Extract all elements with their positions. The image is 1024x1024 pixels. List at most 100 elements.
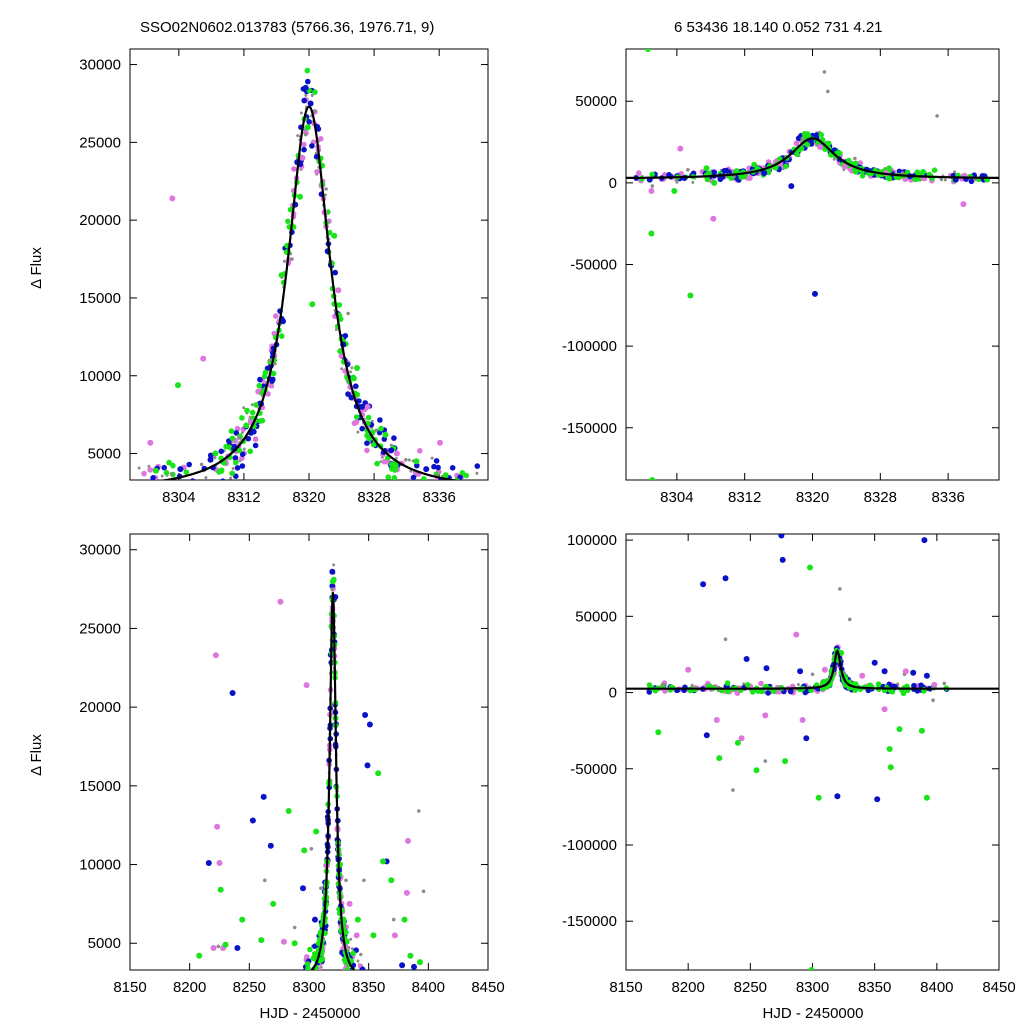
cloud-point-blue — [721, 168, 728, 174]
cloud-point-green — [825, 140, 832, 147]
data-point-green — [649, 477, 656, 480]
data-point-green — [886, 746, 893, 752]
cloud-point-violet — [414, 482, 420, 488]
data-point-green — [331, 232, 338, 239]
data-point-green — [153, 467, 159, 474]
data-point-violet — [214, 823, 221, 830]
x-tick-label: 8304 — [660, 489, 693, 506]
cloud-point-green — [146, 493, 152, 499]
data-point-gray — [319, 886, 323, 890]
cloud-point-blue — [666, 172, 672, 178]
cloud-point-green — [310, 955, 317, 962]
cloud-point-green — [875, 681, 882, 687]
data-point-blue — [302, 84, 309, 91]
data-point-violet — [364, 403, 371, 410]
cloud-point-green — [337, 348, 343, 355]
data-point-green — [782, 758, 789, 765]
data-point-gray — [800, 137, 805, 141]
y-tick-label: 15000 — [79, 778, 121, 795]
model-fit-curve — [626, 137, 999, 180]
data-point-blue — [399, 962, 406, 969]
cloud-point-green — [884, 174, 891, 181]
data-point-blue — [364, 762, 371, 769]
cloud-point-green — [744, 682, 751, 688]
data-point-gray — [661, 683, 666, 687]
cloud-point-gray — [467, 489, 470, 492]
cloud-point-blue — [301, 146, 307, 153]
cloud-point-green — [261, 373, 268, 380]
x-tick-label: 8336 — [931, 489, 964, 506]
cloud-point-green — [239, 415, 245, 421]
cloud-point-green — [285, 218, 291, 225]
cloud-point-green — [344, 967, 351, 970]
cloud-point-green — [270, 370, 277, 377]
cloud-point-green — [166, 459, 172, 466]
cloud-point-gray — [350, 974, 353, 977]
cloud-point-violet — [417, 448, 423, 454]
data-point-violet — [746, 175, 753, 181]
cloud-point-gray — [137, 466, 141, 470]
data-point-violet — [710, 215, 717, 222]
cloud-point-blue — [329, 583, 336, 589]
data-point-green — [270, 900, 277, 907]
data-point-blue — [881, 668, 888, 675]
x-tick-label: 8300 — [292, 979, 325, 996]
y-tick-label: 5000 — [88, 935, 121, 952]
cloud-point-gray — [943, 178, 947, 182]
x-tick-label: 8450 — [471, 979, 504, 996]
cloud-point-gray — [309, 975, 312, 978]
cloud-point-green — [345, 969, 349, 970]
cloud-point-gray — [310, 94, 314, 97]
cloud-point-blue — [358, 971, 364, 977]
x-tick-label: 8328 — [864, 489, 897, 506]
cloud-point-violet — [265, 391, 271, 397]
cloud-point-violet — [793, 140, 800, 146]
data-point-violet — [353, 932, 360, 939]
cloud-point-green — [308, 972, 314, 978]
data-point-gray — [417, 809, 421, 813]
cloud-point-blue — [377, 417, 383, 423]
cloud-point-gray — [379, 460, 383, 464]
y-tick-label: 15000 — [79, 290, 121, 307]
data-point-gray — [292, 925, 297, 930]
cloud-point-green — [312, 972, 318, 978]
data-point-green — [354, 365, 360, 371]
data-point-green — [370, 932, 377, 939]
ylabel-bottom-left: Δ Flux — [28, 734, 45, 776]
cloud-point-blue — [802, 689, 809, 696]
x-tick-label: 8400 — [412, 979, 445, 996]
model-fit-curve — [626, 649, 999, 690]
cloud-point-green — [751, 161, 757, 168]
data-point-blue — [779, 556, 786, 563]
cloud-point-green — [364, 432, 370, 439]
data-point-violet — [346, 900, 353, 907]
data-point-blue — [249, 817, 256, 824]
data-point-green — [687, 292, 694, 299]
data-point-gray — [731, 788, 735, 792]
data-point-gray — [216, 944, 221, 949]
cloud-point-gray — [296, 134, 300, 138]
cloud-point-blue — [356, 398, 362, 404]
data-point-blue — [803, 735, 810, 742]
cloud-point-green — [931, 167, 938, 173]
data-point-green — [711, 179, 718, 186]
y-tick-label: 0 — [609, 685, 617, 702]
data-point-blue — [703, 732, 710, 739]
y-tick-label: 25000 — [79, 134, 121, 151]
data-point-blue — [797, 668, 804, 675]
cloud-point-green — [706, 170, 712, 177]
cloud-point-green — [183, 469, 190, 476]
panel-top-right: -150000 -100000 -50000 0 50000 8304 8312 8320 83… — [562, 48, 1000, 506]
cloud-point-blue — [414, 462, 420, 469]
data-point-violet — [403, 889, 410, 896]
data-point-violet — [960, 201, 967, 208]
data-point-green — [375, 770, 382, 777]
cloud-point-green — [750, 689, 756, 695]
cloud-point-violet — [147, 467, 153, 473]
plot-area — [626, 49, 999, 480]
data-point-green — [923, 794, 930, 801]
cloud-point-gray — [137, 493, 140, 496]
header-left: SSO02N0602.013783 (5766.36, 1976.71, 9) — [140, 19, 434, 36]
cloud-point-blue — [239, 463, 246, 469]
data-point-green — [655, 729, 662, 736]
